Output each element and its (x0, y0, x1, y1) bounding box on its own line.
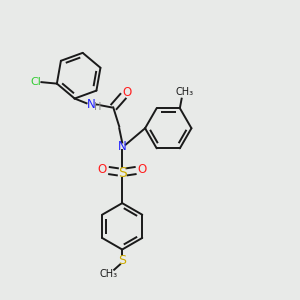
Text: O: O (122, 86, 131, 99)
Text: N: N (118, 140, 127, 153)
Text: S: S (118, 254, 126, 267)
Bar (118, 256, 127, 265)
Text: CH₃: CH₃ (100, 269, 118, 279)
Bar (97, 165, 107, 174)
Text: N: N (87, 98, 95, 111)
Text: H: H (94, 102, 101, 112)
Text: O: O (138, 164, 147, 176)
Bar (137, 165, 148, 174)
Text: S: S (118, 166, 127, 180)
Text: Cl: Cl (31, 77, 41, 87)
Text: CH₃: CH₃ (175, 87, 194, 98)
Bar (116, 168, 128, 178)
Text: O: O (98, 164, 106, 176)
